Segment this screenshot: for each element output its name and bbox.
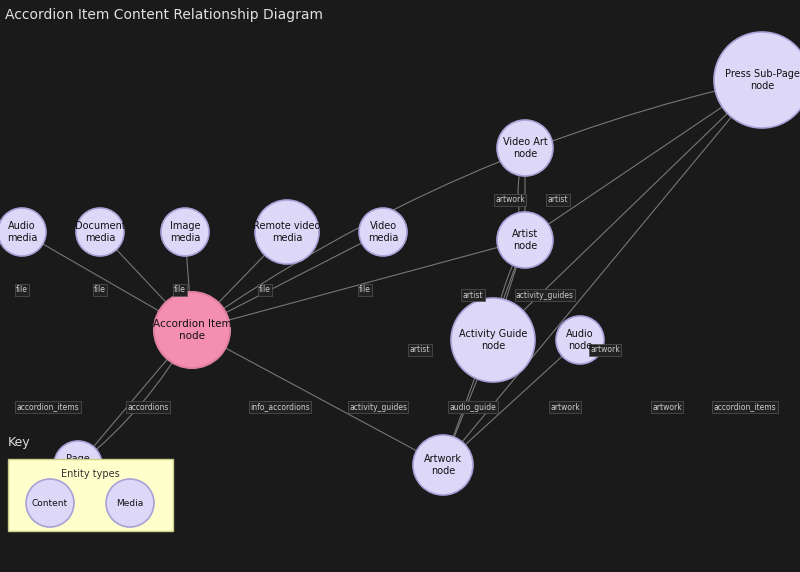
Text: artist: artist bbox=[462, 291, 483, 300]
Circle shape bbox=[451, 298, 535, 382]
Text: audio_guide: audio_guide bbox=[450, 403, 496, 411]
Text: Accordion Item
node: Accordion Item node bbox=[153, 319, 231, 341]
Circle shape bbox=[359, 208, 407, 256]
Text: activity_guides: activity_guides bbox=[349, 403, 407, 411]
Text: Entity types: Entity types bbox=[61, 469, 120, 479]
Text: Audio
media: Audio media bbox=[7, 221, 37, 243]
Text: Page
node: Page node bbox=[66, 454, 90, 476]
Text: accordion_items: accordion_items bbox=[714, 403, 776, 411]
Circle shape bbox=[413, 435, 473, 495]
Text: file: file bbox=[259, 285, 271, 295]
Text: artwork: artwork bbox=[590, 345, 620, 355]
Text: artwork: artwork bbox=[652, 403, 682, 411]
Circle shape bbox=[714, 32, 800, 128]
Text: accordion_items: accordion_items bbox=[17, 403, 79, 411]
Circle shape bbox=[556, 316, 604, 364]
Text: activity_guides: activity_guides bbox=[516, 291, 574, 300]
Text: Document
media: Document media bbox=[74, 221, 126, 243]
Circle shape bbox=[26, 479, 74, 527]
FancyBboxPatch shape bbox=[8, 459, 173, 531]
Text: file: file bbox=[16, 285, 28, 295]
Circle shape bbox=[255, 200, 319, 264]
Circle shape bbox=[497, 120, 553, 176]
Circle shape bbox=[0, 208, 46, 256]
Text: Key: Key bbox=[8, 436, 30, 449]
Text: Activity Guide
node: Activity Guide node bbox=[459, 329, 527, 351]
Circle shape bbox=[76, 208, 124, 256]
Text: accordions: accordions bbox=[127, 403, 169, 411]
Text: Artist
node: Artist node bbox=[512, 229, 538, 251]
Text: file: file bbox=[94, 285, 106, 295]
Circle shape bbox=[106, 479, 154, 527]
Text: Video Art
node: Video Art node bbox=[502, 137, 547, 159]
Text: info_accordions: info_accordions bbox=[250, 403, 310, 411]
Circle shape bbox=[54, 441, 102, 489]
Text: artwork: artwork bbox=[550, 403, 580, 411]
Text: Accordion Item Content Relationship Diagram: Accordion Item Content Relationship Diag… bbox=[5, 8, 323, 22]
Text: Content: Content bbox=[32, 499, 68, 507]
Text: Press Sub-Page
node: Press Sub-Page node bbox=[725, 69, 799, 91]
Text: artwork: artwork bbox=[495, 196, 525, 205]
Text: file: file bbox=[359, 285, 371, 295]
Text: artist: artist bbox=[548, 196, 568, 205]
Text: Media: Media bbox=[116, 499, 144, 507]
Text: artist: artist bbox=[410, 345, 430, 355]
Text: file: file bbox=[174, 285, 186, 295]
Circle shape bbox=[161, 208, 209, 256]
Text: Artwork
node: Artwork node bbox=[424, 454, 462, 476]
Circle shape bbox=[154, 292, 230, 368]
Circle shape bbox=[497, 212, 553, 268]
Text: Image
media: Image media bbox=[170, 221, 200, 243]
Text: Video
media: Video media bbox=[368, 221, 398, 243]
Text: Audio
node: Audio node bbox=[566, 329, 594, 351]
Text: Remote video
media: Remote video media bbox=[254, 221, 321, 243]
